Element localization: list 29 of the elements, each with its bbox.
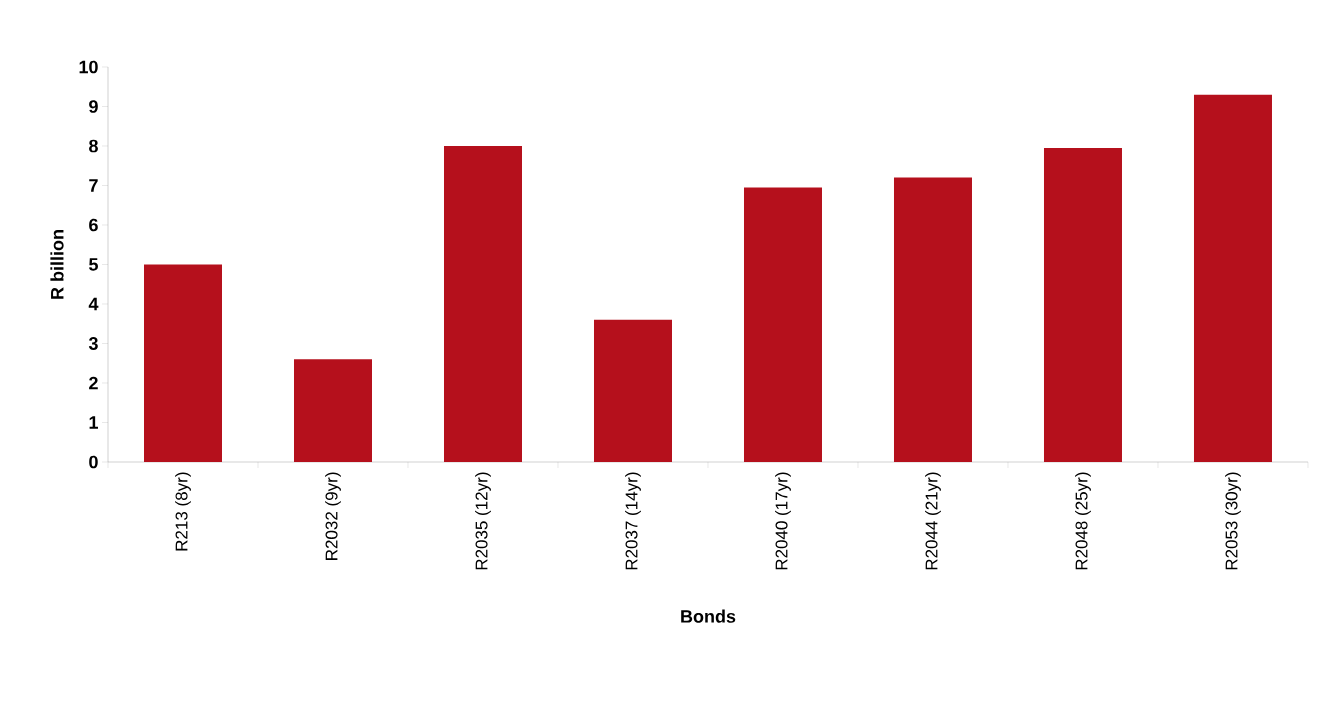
y-tick-label: 0	[89, 455, 98, 469]
bar	[743, 187, 822, 462]
y-tick-label: 1	[89, 416, 98, 429]
bar	[893, 177, 972, 462]
y-tick-label: 2	[89, 376, 98, 390]
bar	[144, 264, 222, 462]
y-tick-label: 4	[88, 297, 99, 311]
bar	[294, 359, 372, 462]
bar	[1043, 147, 1122, 462]
bar	[1193, 94, 1272, 462]
y-tick-label: 6	[89, 218, 98, 232]
x-tick-label: R2040 (17yr)	[775, 472, 791, 570]
x-tick-label: R2032 (9yr)	[325, 472, 341, 560]
x-tick-label: R2053 (30yr)	[1225, 472, 1241, 570]
y-tick-label: 7	[89, 179, 98, 192]
x-tick-label: R2037 (14yr)	[625, 472, 641, 570]
x-tick-label: R2044 (21yr)	[925, 472, 941, 570]
y-tick-label: 8	[89, 139, 98, 153]
x-tick-label: R213 (8yr)	[175, 472, 191, 551]
bar	[444, 146, 522, 462]
y-tick-label: 3	[88, 337, 98, 350]
y-tick-label: 10	[79, 60, 98, 74]
x-axis-title: Bonds	[681, 609, 736, 623]
x-tick-label: R2048 (25yr)	[1075, 472, 1091, 570]
y-tick-label: 9	[89, 100, 98, 113]
y-axis-title: R billion	[50, 230, 64, 299]
x-tick-label: R2035 (12yr)	[475, 472, 491, 570]
bar	[593, 319, 672, 462]
y-tick-label: 5	[89, 258, 98, 271]
